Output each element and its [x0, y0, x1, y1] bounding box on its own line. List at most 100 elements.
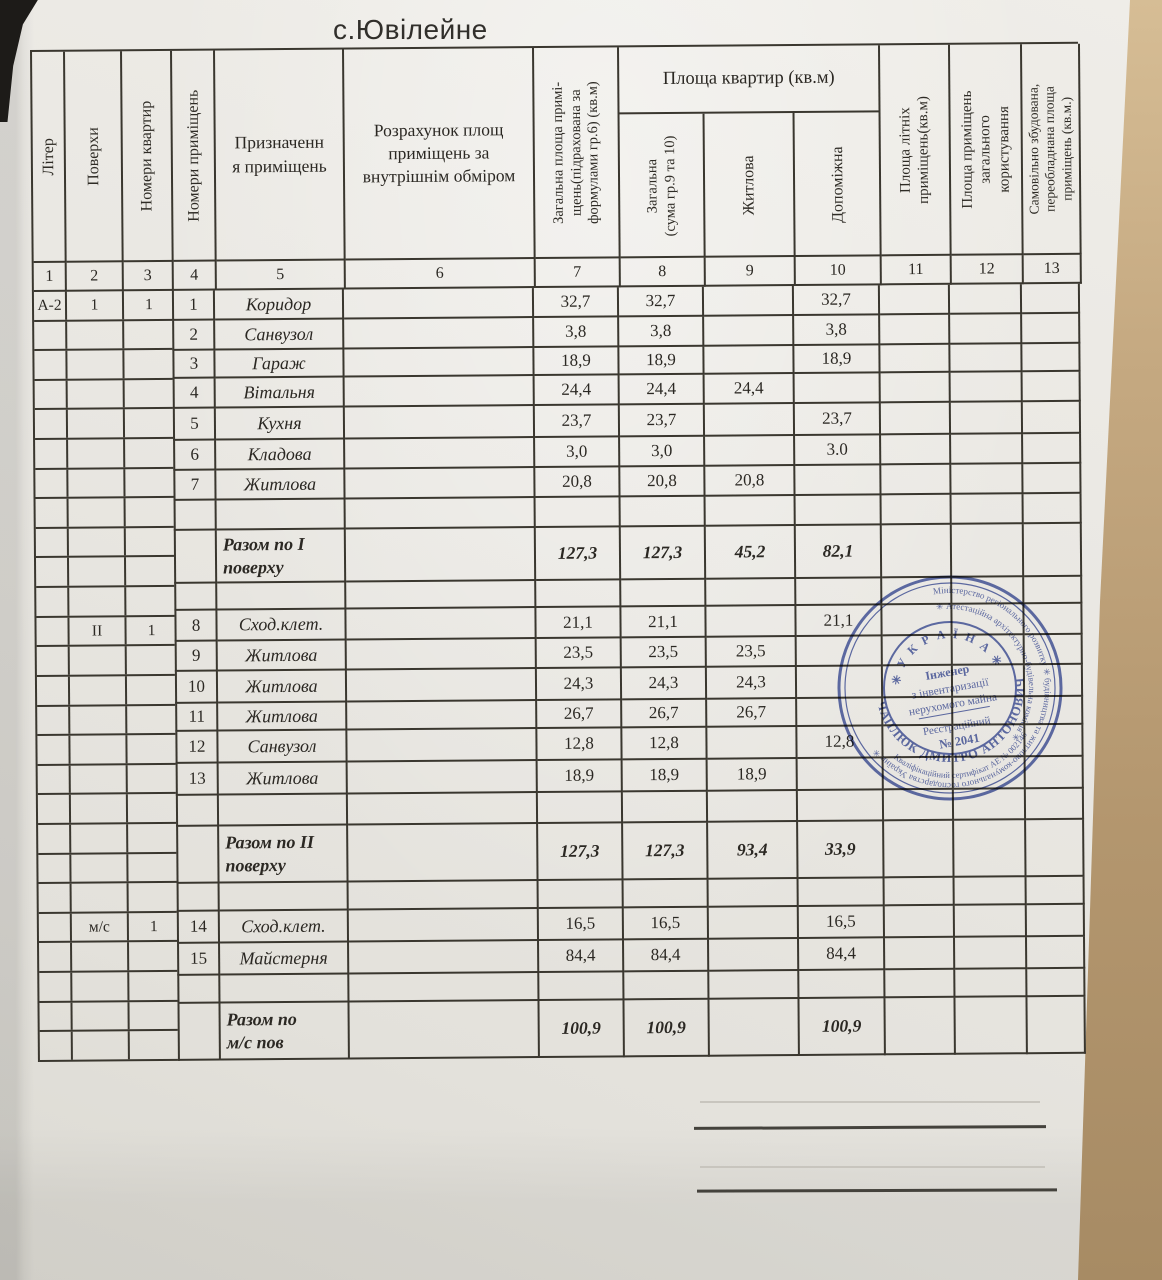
apartment-total-value: 23,5: [621, 637, 707, 669]
table-header-row: Літер Поверхи Номери квартир Номери прим…: [30, 41, 1082, 263]
left-grid-row: [34, 409, 174, 441]
floor-cell: [67, 320, 125, 349]
header-litni-label: Площа літніх приміщень(кв.м): [897, 95, 933, 204]
auxiliary-area-value: [797, 790, 885, 822]
common-area-cell: [953, 757, 1026, 790]
header-zahalna-ploshcha: Загальна площа примі- щень(підрахована з…: [534, 47, 621, 260]
common-area-cell: [952, 665, 1026, 698]
liter-cell: [39, 1031, 73, 1060]
liter-cell: [37, 765, 71, 794]
auxiliary-area-value: 82,1: [795, 525, 883, 579]
room-number: [177, 975, 221, 1004]
apartment-cell: [127, 676, 177, 704]
floor-cell: [72, 1001, 130, 1030]
auxiliary-area-value: 16,5: [798, 906, 886, 939]
header-samovilno-label: Самовільно збудована, переобладнана площ…: [1025, 83, 1075, 215]
summer-area-cell: [882, 604, 953, 637]
left-grid-row: [38, 853, 177, 885]
total-area-value: 3,8: [534, 317, 620, 349]
floor-cell: [70, 735, 128, 764]
left-grid-row: [39, 1031, 178, 1062]
liter-cell: [34, 410, 69, 439]
apartment-total-value: 127,3: [620, 526, 707, 581]
apartment-cell: [127, 646, 177, 674]
signature-line-ghost-1: [700, 1101, 1040, 1103]
common-area-cell: [950, 372, 1023, 403]
total-area-value: 127,3: [535, 527, 622, 582]
apartment-total-value: 18,9: [619, 346, 705, 376]
auxiliary-area-value: 84,4: [799, 938, 886, 971]
living-area-value: [703, 286, 795, 317]
room-name: Житлова: [216, 469, 346, 501]
floor-cell: [67, 409, 126, 438]
apartment-total-value: 24,4: [619, 374, 705, 406]
column-number: 9: [705, 256, 796, 287]
column-number: 13: [1023, 254, 1082, 285]
total-area-value: 16,5: [538, 908, 625, 942]
living-area-value: [708, 878, 799, 908]
unauthorized-area-cell: [1025, 724, 1084, 758]
living-area-value: [706, 578, 797, 607]
header-rozrakhunok: Розрахунок площ приміщень за внутрішнім …: [344, 48, 536, 261]
apartment-total-value: 18,9: [622, 759, 708, 793]
apartment-cell: [126, 528, 176, 556]
calc-cell: [346, 669, 538, 703]
room-name: [216, 499, 346, 531]
header-poverkhy: Поверхи: [65, 51, 124, 263]
calc-cell: [344, 348, 535, 378]
total-area-value: [535, 497, 621, 529]
apartment-cell: [129, 883, 179, 911]
room-name: Житлова: [218, 702, 348, 732]
header-zahalna-suma: Загальна (сума гр.9 та 10): [619, 113, 706, 259]
floor-cell: [68, 468, 126, 497]
room-name: Кухня: [215, 407, 346, 441]
unauthorized-area-cell: [1025, 788, 1085, 821]
liter-cell: [39, 943, 73, 971]
total-area-value: 3,0: [535, 437, 621, 469]
auxiliary-area-value: 12,8: [797, 726, 884, 759]
left-grid-row: [34, 379, 173, 411]
apartment-cell: [125, 469, 175, 497]
total-label: Разом по II поверху: [219, 825, 349, 884]
apartment-total-value: 32,7: [618, 286, 705, 318]
auxiliary-area-value: [795, 495, 882, 527]
auxiliary-area-value: [795, 465, 882, 497]
liter-cell: [36, 617, 70, 646]
total-area-value: [539, 972, 625, 1002]
summer-area-cell: [885, 969, 956, 999]
header-nomery-prymishchen: Номери приміщень: [172, 50, 217, 262]
summer-area-cell: [884, 877, 955, 907]
total-area-value: 24,3: [536, 668, 623, 702]
common-area-cell: [955, 997, 1028, 1055]
common-area-cell: [953, 789, 1027, 821]
liter-cell: [39, 972, 73, 1001]
liter-cell: [35, 469, 69, 498]
auxiliary-area-value: [797, 758, 884, 791]
living-area-value: [704, 404, 796, 437]
summer-area-cell: [882, 635, 953, 667]
summer-area-cell: [883, 697, 954, 727]
floor-cell: 1: [66, 291, 125, 320]
living-area-value: [705, 436, 796, 467]
common-area-cell: [954, 877, 1027, 906]
common-area-cell: [953, 725, 1026, 758]
floor-cell: [69, 587, 127, 616]
living-area-value: [706, 605, 797, 638]
apartment-total-value: [620, 496, 706, 528]
left-grid-row: [36, 675, 177, 707]
common-area-cell: [951, 494, 1024, 525]
liter-cell: [34, 321, 68, 350]
floor-cell: [67, 350, 125, 379]
calc-cell: [349, 941, 540, 975]
header-zahalna-ploshcha-label: Загальна площа примі- щень(підрахована з…: [549, 80, 602, 224]
room-name: Кладова: [216, 439, 346, 471]
auxiliary-area-value: 32,7: [793, 285, 881, 317]
room-number: 3: [172, 350, 216, 379]
living-area-value: [709, 998, 800, 1057]
header-liter: Літер: [32, 51, 67, 263]
summer-area-cell: [883, 757, 954, 791]
liter-cell: [38, 913, 72, 942]
liter-cell: [35, 439, 69, 468]
unauthorized-area-cell: [1024, 634, 1083, 666]
header-samovilno: Самовільно збудована, переобладнана площ…: [1021, 43, 1082, 256]
